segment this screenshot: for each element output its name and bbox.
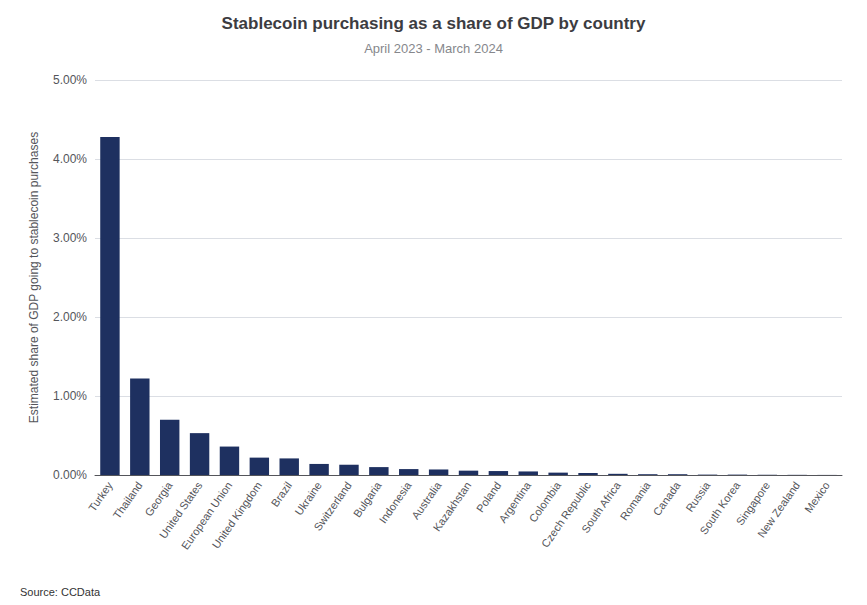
svg-text:5.00%: 5.00% [53,73,87,87]
svg-text:South Korea: South Korea [697,479,742,537]
svg-text:Turkey: Turkey [86,479,115,513]
svg-text:0.00%: 0.00% [53,468,87,482]
svg-text:United States: United States [156,479,205,541]
svg-text:2.00%: 2.00% [53,310,87,324]
svg-text:Czech Republic: Czech Republic [539,479,593,549]
svg-text:4.00%: 4.00% [53,152,87,166]
svg-text:Argentina: Argentina [496,479,534,525]
svg-text:Romania: Romania [618,479,654,523]
svg-text:Switzerland: Switzerland [311,480,353,533]
svg-text:Brazil: Brazil [269,480,295,509]
svg-text:Ukraine: Ukraine [292,480,324,518]
svg-text:3.00%: 3.00% [53,231,87,245]
svg-text:1.00%: 1.00% [53,389,87,403]
svg-text:Singapore: Singapore [733,479,773,528]
svg-text:Georgia: Georgia [142,479,175,519]
svg-text:New Zealand: New Zealand [755,480,802,540]
svg-text:Thailand: Thailand [111,480,145,521]
svg-text:Mexico: Mexico [802,480,832,515]
svg-text:Russia: Russia [683,479,713,514]
svg-text:Australia: Australia [409,479,444,522]
svg-text:Stablecoin purchasing as a sha: Stablecoin purchasing as a share of GDP … [222,14,646,33]
svg-text:European Union: European Union [178,479,235,552]
svg-text:South Africa: South Africa [579,479,623,535]
svg-text:Colombia: Colombia [526,479,564,525]
svg-text:Kazakhstan: Kazakhstan [431,480,474,534]
svg-text:Estimated share of GDP going t: Estimated share of GDP going to stableco… [27,132,41,423]
svg-text:Bulgaria: Bulgaria [350,479,384,520]
svg-text:United Kingdom: United Kingdom [209,480,264,551]
svg-text:April 2023 - March 2024: April 2023 - March 2024 [364,41,503,56]
svg-text:Indonesia: Indonesia [376,479,414,526]
svg-text:Canada: Canada [651,479,683,518]
svg-text:Source: CCData: Source: CCData [20,586,101,598]
svg-text:Poland: Poland [474,480,503,515]
